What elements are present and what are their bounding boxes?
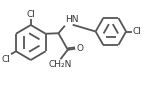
- Text: Cl: Cl: [26, 9, 35, 18]
- Text: HN: HN: [65, 15, 79, 24]
- Text: CH₂N: CH₂N: [48, 60, 72, 69]
- Text: Cl: Cl: [2, 55, 10, 64]
- Text: O: O: [76, 44, 83, 53]
- Text: Cl: Cl: [133, 27, 142, 36]
